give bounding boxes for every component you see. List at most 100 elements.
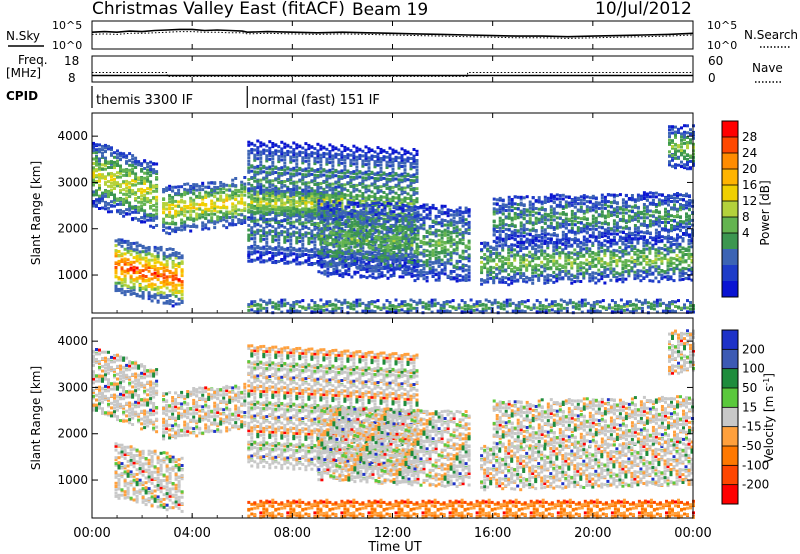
power-cell xyxy=(295,231,299,235)
power-cell xyxy=(219,194,223,198)
power-cell xyxy=(98,201,101,205)
power-cell xyxy=(280,172,284,175)
power-cell xyxy=(180,209,184,213)
power-cell xyxy=(155,172,159,175)
power-cell xyxy=(295,204,299,208)
power-cell xyxy=(171,214,175,218)
power-cell xyxy=(388,186,392,190)
power-cell xyxy=(489,259,493,263)
power-cell xyxy=(198,184,202,188)
power-cell xyxy=(234,177,238,180)
power-cell xyxy=(428,253,432,257)
power-cell xyxy=(320,265,324,269)
power-cell xyxy=(382,217,386,221)
power-cell xyxy=(247,259,251,263)
power-cell xyxy=(358,170,362,174)
power-cell xyxy=(250,244,254,248)
power-cell xyxy=(265,186,269,190)
power-cell xyxy=(310,236,314,240)
power-cell xyxy=(274,212,278,215)
power-cell xyxy=(334,188,338,192)
power-cell xyxy=(322,211,326,215)
power-cell xyxy=(274,218,278,222)
power-cell xyxy=(410,271,414,275)
power-cell xyxy=(528,263,532,267)
power-cell xyxy=(256,231,260,235)
power-cell xyxy=(335,261,339,265)
power-cell xyxy=(271,234,275,238)
power-cell xyxy=(110,152,113,156)
power-cell xyxy=(385,240,389,244)
power-cell xyxy=(422,206,426,210)
power-cell xyxy=(346,221,350,225)
power-cell xyxy=(295,258,299,262)
power-cell xyxy=(382,155,386,159)
power-cell xyxy=(180,200,184,204)
power-cell xyxy=(168,281,172,285)
power-cell xyxy=(204,203,208,206)
power-cell xyxy=(243,201,247,205)
power-cell xyxy=(486,256,490,260)
power-cell xyxy=(338,235,342,239)
power-cell xyxy=(395,205,399,209)
power-cell xyxy=(501,243,505,247)
power-cell xyxy=(395,245,399,249)
power-cell xyxy=(404,219,408,223)
power-cell xyxy=(325,174,329,178)
power-cell xyxy=(268,149,272,153)
power-cell xyxy=(289,226,293,230)
power-cell xyxy=(452,220,456,223)
power-cell xyxy=(125,173,129,177)
power-cell xyxy=(262,219,266,223)
power-cell xyxy=(268,210,272,214)
power-cell xyxy=(365,267,369,270)
power-cell xyxy=(316,170,320,173)
power-cell xyxy=(198,203,202,207)
power-cell xyxy=(431,275,435,278)
power-cell xyxy=(510,263,514,267)
power-cell xyxy=(189,199,193,203)
power-cell xyxy=(153,283,157,287)
power-cell xyxy=(359,246,363,250)
power-cell xyxy=(353,231,357,235)
power-cell xyxy=(425,203,429,207)
power-cell xyxy=(388,188,392,192)
power-cell xyxy=(265,194,269,198)
power-cell xyxy=(464,276,468,280)
power-cell xyxy=(401,204,405,208)
power-cell xyxy=(422,260,426,264)
power-cell xyxy=(397,212,401,216)
power-cell xyxy=(338,217,342,221)
power-cell xyxy=(412,154,416,158)
power-cell xyxy=(352,212,356,216)
power-cell xyxy=(323,245,327,249)
power-cell xyxy=(268,146,272,150)
power-cell xyxy=(498,244,502,248)
power-cell xyxy=(316,190,320,193)
power-cell xyxy=(283,219,287,223)
power-cell xyxy=(362,233,366,237)
power-cell xyxy=(289,158,293,162)
power-cell xyxy=(292,258,296,262)
power-cell xyxy=(262,170,266,174)
power-cell xyxy=(443,211,447,215)
power-cell xyxy=(349,196,353,200)
power-cell xyxy=(274,232,278,236)
power-cell xyxy=(171,281,175,285)
power-cell xyxy=(107,206,110,210)
power-cell xyxy=(95,168,98,172)
power-cell xyxy=(458,266,462,270)
power-cell xyxy=(367,235,371,239)
power-cell xyxy=(376,173,380,177)
power-cell xyxy=(280,230,284,233)
power-cell xyxy=(156,274,160,278)
power-cell xyxy=(283,211,287,215)
power-cell xyxy=(406,228,410,232)
power-cell xyxy=(201,188,205,192)
power-cell xyxy=(234,198,238,201)
power-cell xyxy=(340,176,344,180)
power-cell xyxy=(398,263,402,267)
power-cell xyxy=(295,165,299,169)
power-cell xyxy=(376,163,380,167)
power-cell xyxy=(152,208,156,212)
